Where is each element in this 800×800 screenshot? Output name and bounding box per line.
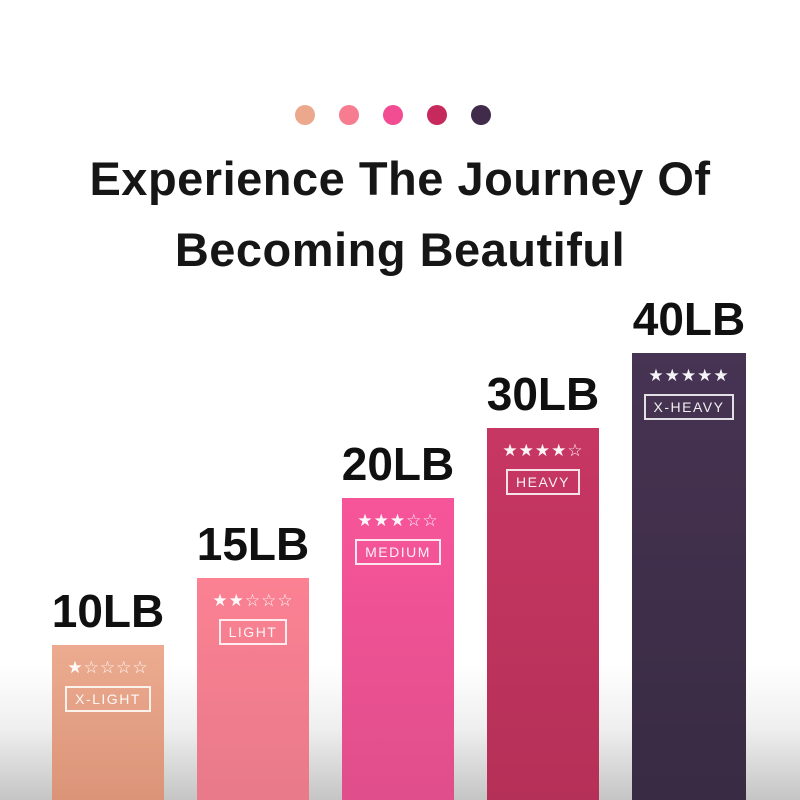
light-dot bbox=[339, 105, 359, 125]
bar-30lb: ★★★★☆ HEAVY bbox=[487, 428, 599, 800]
resistance-level-badge-medium: MEDIUM bbox=[355, 539, 441, 565]
resistance-level-badge-x-light: X-LIGHT bbox=[65, 686, 151, 712]
palette-dots bbox=[0, 105, 793, 125]
x-light-dot bbox=[295, 105, 315, 125]
star-rating-2-of-5: ★★☆☆☆ bbox=[212, 591, 294, 611]
weight-label-20lb: 20LB bbox=[341, 437, 455, 490]
weight-label-30lb: 30LB bbox=[486, 367, 600, 420]
star-rating-1-of-5: ★☆☆☆☆ bbox=[67, 658, 149, 678]
bar-20lb: ★★★☆☆ MEDIUM bbox=[342, 498, 454, 800]
page-title: Experience The Journey Of Becoming Beaut… bbox=[0, 143, 800, 285]
weight-label-15lb: 15LB bbox=[196, 517, 310, 570]
resistance-level-badge-x-heavy: X-HEAVY bbox=[643, 394, 735, 420]
weight-label-40lb: 40LB bbox=[632, 292, 746, 345]
weight-label-10lb: 10LB bbox=[51, 584, 165, 637]
star-rating-4-of-5: ★★★★☆ bbox=[502, 441, 584, 461]
medium-dot bbox=[383, 105, 403, 125]
bar-group-15lb: 15LB ★★☆☆☆ LIGHT bbox=[196, 517, 310, 800]
title-line-2: Becoming Beautiful bbox=[174, 223, 626, 276]
resistance-level-badge-heavy: HEAVY bbox=[506, 469, 580, 495]
x-heavy-dot bbox=[471, 105, 491, 125]
bar-group-30lb: 30LB ★★★★☆ HEAVY bbox=[486, 367, 600, 800]
star-rating-5-of-5: ★★★★★ bbox=[648, 366, 730, 386]
bar-15lb: ★★☆☆☆ LIGHT bbox=[197, 578, 309, 800]
bar-40lb: ★★★★★ X-HEAVY bbox=[632, 353, 746, 800]
star-rating-3-of-5: ★★★☆☆ bbox=[357, 511, 439, 531]
title-line-1: Experience The Journey Of bbox=[89, 152, 711, 205]
bar-10lb: ★☆☆☆☆ X-LIGHT bbox=[52, 645, 164, 800]
bar-group-40lb: 40LB ★★★★★ X-HEAVY bbox=[632, 292, 746, 800]
bar-group-20lb: 20LB ★★★☆☆ MEDIUM bbox=[341, 437, 455, 800]
heavy-dot bbox=[427, 105, 447, 125]
resistance-level-badge-light: LIGHT bbox=[218, 619, 288, 645]
bar-group-10lb: 10LB ★☆☆☆☆ X-LIGHT bbox=[51, 584, 165, 800]
